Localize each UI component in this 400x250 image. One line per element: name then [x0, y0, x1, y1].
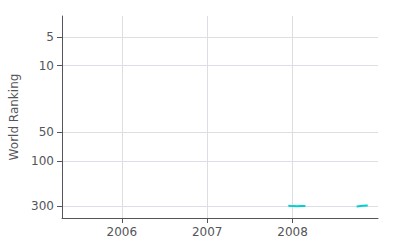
svg-text:2007: 2007 [192, 225, 223, 239]
svg-text:10: 10 [39, 59, 54, 73]
svg-text:2006: 2006 [107, 225, 138, 239]
svg-text:World Ranking: World Ranking [7, 74, 21, 161]
svg-text:300: 300 [31, 199, 54, 213]
svg-text:2008: 2008 [277, 225, 308, 239]
svg-text:5: 5 [46, 30, 54, 44]
svg-text:100: 100 [31, 154, 54, 168]
svg-text:50: 50 [39, 125, 54, 139]
